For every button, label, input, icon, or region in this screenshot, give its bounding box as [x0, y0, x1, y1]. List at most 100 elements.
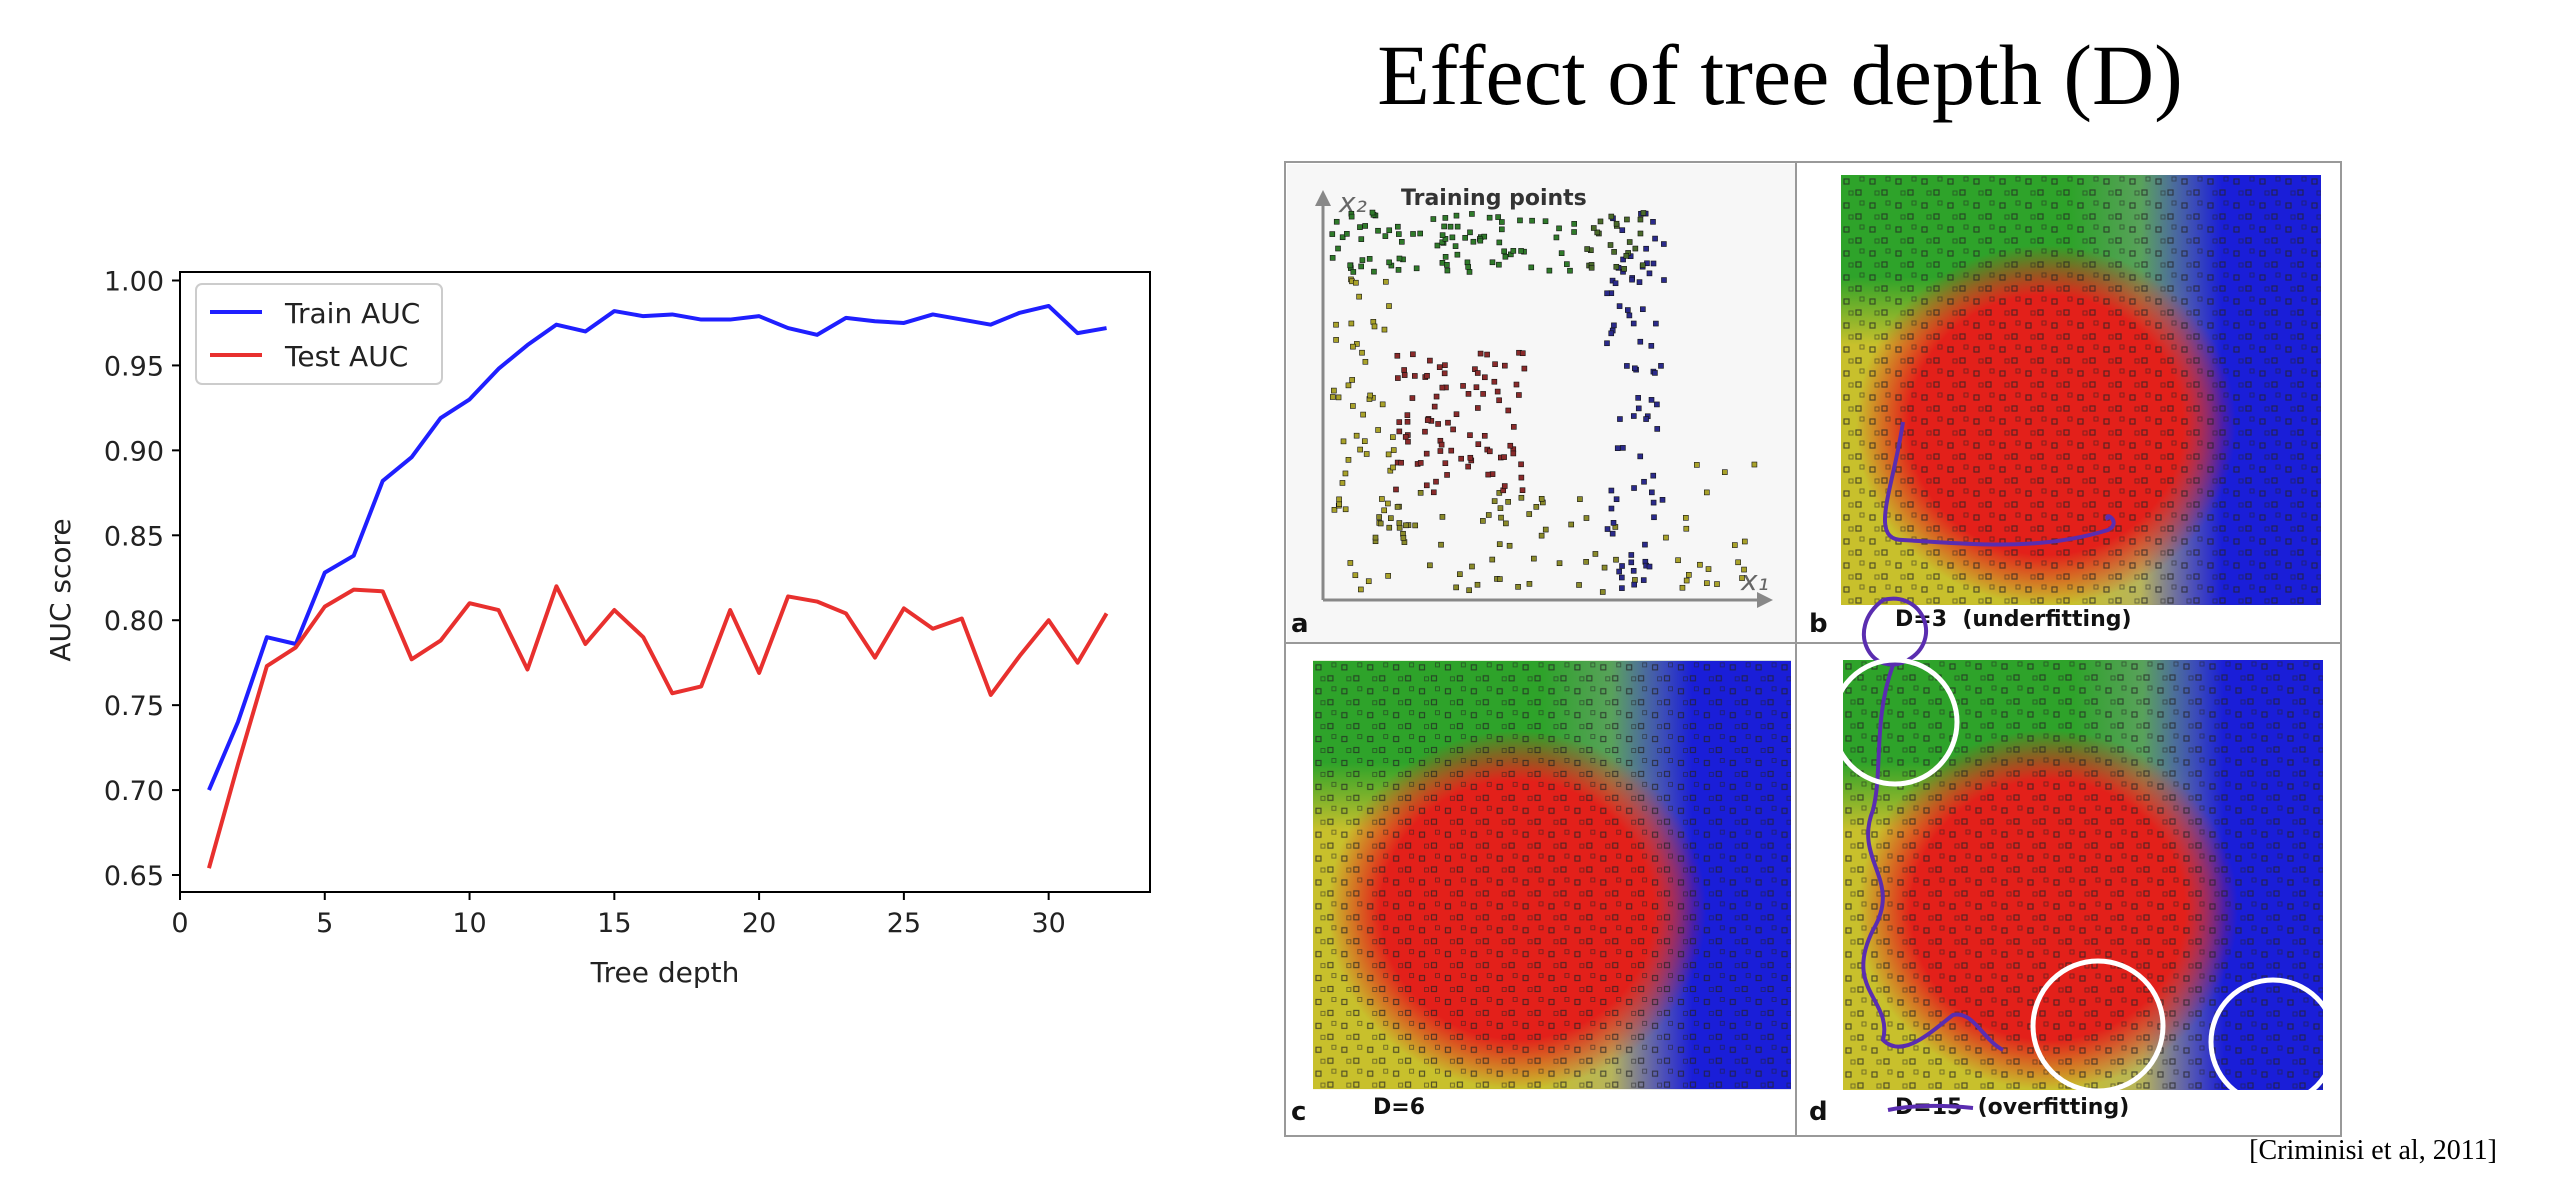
training-point [1386, 524, 1393, 531]
training-point [1441, 370, 1448, 377]
training-point [1649, 489, 1655, 496]
training-point [1442, 460, 1449, 467]
training-point [1339, 234, 1346, 241]
training-point [1492, 361, 1498, 368]
training-point [1513, 381, 1520, 388]
training-point [1592, 551, 1599, 557]
training-point [1438, 541, 1444, 548]
training-point [1450, 426, 1456, 433]
training-point [1614, 445, 1621, 451]
training-point [1348, 320, 1355, 327]
annotation-circle-corner [2208, 977, 2338, 1107]
training-point [1617, 416, 1623, 422]
training-point [1434, 242, 1441, 249]
x-tick-label: 25 [887, 908, 921, 939]
training-point [1631, 581, 1637, 588]
training-point [1620, 256, 1626, 263]
training-point [1485, 471, 1492, 478]
training-point [1477, 237, 1484, 244]
training-point [1462, 234, 1468, 241]
training-point [1616, 568, 1622, 575]
training-point [1379, 496, 1385, 502]
panel-a-training-points: x₂ x₁ Training points [1287, 164, 1795, 642]
training-point [1385, 573, 1391, 579]
training-point [1558, 250, 1565, 256]
panel-c-decision-field [1313, 660, 1791, 1090]
training-point [1424, 417, 1431, 423]
training-point [1453, 411, 1460, 418]
training-point [1385, 451, 1392, 458]
training-point [1371, 323, 1378, 330]
training-point [1494, 388, 1501, 395]
x-tick-label: 20 [742, 908, 776, 939]
training-point [1553, 234, 1560, 241]
training-point [1654, 426, 1661, 432]
training-point [1409, 395, 1416, 401]
training-point [1410, 351, 1416, 358]
training-point [1613, 556, 1619, 563]
panel-a-y-arrow [1315, 190, 1331, 206]
training-point [1498, 514, 1504, 521]
training-point [1386, 259, 1392, 266]
training-point [1347, 262, 1353, 269]
training-point [1375, 427, 1381, 433]
training-point [1624, 363, 1630, 369]
training-point [1489, 259, 1496, 266]
training-point [1484, 351, 1490, 358]
training-point [1505, 499, 1511, 505]
training-point [1741, 538, 1748, 545]
training-point [1481, 432, 1488, 439]
training-point [1395, 223, 1401, 230]
training-point [1697, 561, 1703, 568]
training-point [1417, 489, 1424, 496]
training-point [1635, 405, 1642, 412]
training-point [1637, 453, 1644, 460]
panel-c-letter: c [1291, 1097, 1306, 1127]
training-point [1625, 307, 1631, 313]
training-point [1430, 489, 1437, 496]
training-point [1576, 582, 1582, 588]
training-point [1383, 278, 1389, 285]
panel-a-point-cloud [1329, 209, 1758, 595]
training-point [1410, 231, 1416, 237]
training-point [1495, 214, 1501, 220]
training-point [1619, 563, 1625, 569]
training-point [1395, 375, 1401, 381]
training-point [1438, 441, 1445, 448]
training-point [1714, 581, 1720, 587]
training-point [1372, 534, 1379, 541]
training-point [1369, 209, 1376, 216]
training-point [1474, 370, 1481, 376]
training-point [1642, 541, 1648, 548]
training-point [1528, 264, 1535, 271]
training-point [1526, 511, 1533, 517]
training-point [1452, 243, 1459, 249]
training-point [1571, 229, 1577, 235]
training-point [1396, 419, 1403, 425]
training-point [1441, 223, 1447, 230]
training-point [1623, 253, 1630, 259]
training-point [1376, 514, 1382, 520]
training-point [1526, 581, 1533, 587]
training-point [1590, 225, 1597, 231]
y-tick-label: 0.95 [104, 351, 164, 382]
training-point [1640, 577, 1647, 583]
training-point [1422, 428, 1428, 435]
training-point [1652, 235, 1658, 242]
training-point [1467, 432, 1473, 438]
training-point [1417, 460, 1424, 466]
training-point [1390, 447, 1397, 453]
training-point [1571, 221, 1578, 227]
training-point [1501, 454, 1507, 460]
training-point [1489, 556, 1496, 563]
training-point [1721, 469, 1728, 475]
training-point [1630, 320, 1637, 327]
training-point [1362, 223, 1368, 229]
training-point [1449, 234, 1456, 241]
training-point [1608, 505, 1615, 512]
training-point [1362, 358, 1369, 365]
training-point [1637, 338, 1644, 345]
training-point [1370, 319, 1377, 325]
training-point [1705, 566, 1712, 572]
training-point [1377, 520, 1384, 527]
